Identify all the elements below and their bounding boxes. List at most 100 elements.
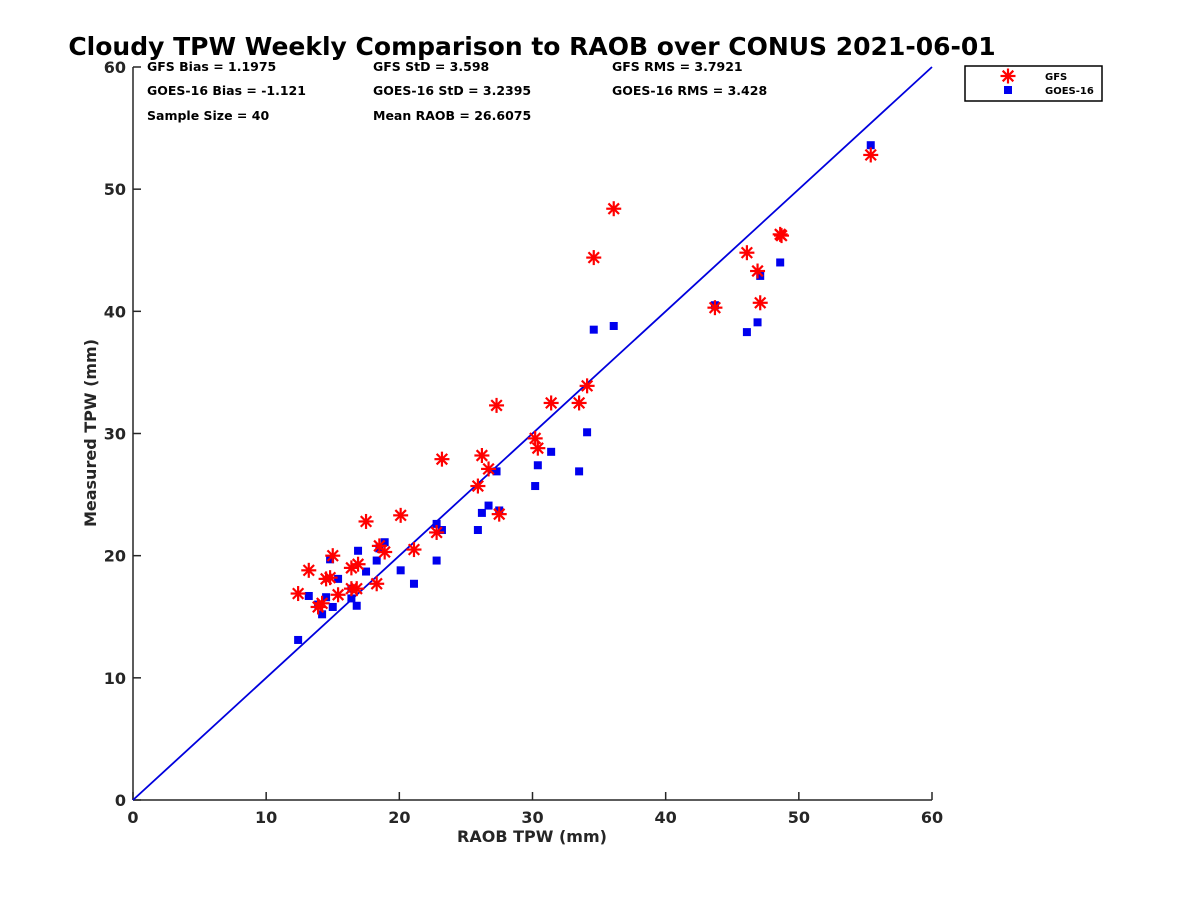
gfs-point: [393, 507, 409, 523]
goes-16-point: [477, 508, 486, 517]
goes-16-point: [866, 141, 875, 150]
goes-16-point: [583, 428, 592, 437]
y-tick-label: 30: [104, 425, 126, 444]
x-tick-label: 60: [921, 808, 943, 827]
gfs-point: [470, 478, 486, 494]
y-tick-label: 40: [104, 302, 126, 321]
gfs-point: [530, 440, 546, 456]
gfs-point: [750, 263, 766, 279]
stat-label: Sample Size = 40: [147, 108, 269, 123]
gfs-point: [489, 397, 505, 413]
gfs-point: [350, 556, 366, 572]
goes-16-point: [756, 271, 765, 280]
stat-label: Mean RAOB = 26.6075: [373, 108, 531, 123]
gfs-point: [491, 506, 507, 522]
gfs-point: [752, 295, 768, 311]
goes-16-point: [473, 526, 482, 535]
gfs-point: [579, 378, 595, 394]
gfs-point: [434, 451, 450, 467]
goes-16-point: [322, 593, 331, 602]
x-tick-label: 20: [388, 808, 410, 827]
stat-label: GFS Bias = 1.1975: [147, 59, 276, 74]
goes-16-point: [589, 325, 598, 334]
goes-16-point: [437, 526, 446, 535]
y-tick-label: 10: [104, 669, 126, 688]
gfs-point: [606, 201, 622, 217]
gfs-point: [325, 548, 341, 564]
legend-label: GOES-16: [1045, 86, 1094, 97]
y-tick-label: 20: [104, 547, 126, 566]
stat-label: GOES-16 RMS = 3.428: [612, 83, 767, 98]
y-axis-title: Measured TPW (mm): [81, 339, 100, 527]
gfs-point: [406, 542, 422, 558]
legend: GFS GOES-16: [964, 65, 1103, 102]
legend-gfs-marker: [1000, 68, 1016, 84]
x-tick-label: 0: [127, 808, 138, 827]
goes-16-point: [484, 501, 493, 510]
goes-16-point: [492, 467, 501, 476]
goes-16-point: [334, 574, 343, 583]
gfs-point: [301, 562, 317, 578]
goes-16-point: [432, 556, 441, 565]
axes: 0 10 20 30 40 50 60 0 10 20 30 40 50 60: [104, 58, 943, 827]
goes-16-point: [352, 601, 361, 610]
x-tick-label: 10: [255, 808, 277, 827]
goes-16-point: [776, 258, 785, 267]
goes-16-point: [609, 321, 618, 330]
goes-16-point: [753, 318, 762, 327]
goes-16-point: [432, 519, 441, 528]
statistics-annotations: GFS Bias = 1.1975 GFS StD = 3.598 GFS RMS …: [147, 59, 767, 123]
goes-16-point: [742, 328, 751, 337]
gfs-point: [586, 250, 602, 266]
gfs-point: [774, 228, 790, 244]
goes-16-point: [372, 556, 381, 565]
gfs-point: [369, 576, 385, 592]
goes-16-point: [533, 461, 542, 470]
stat-label: GFS StD = 3.598: [373, 59, 489, 74]
goes-16-point: [409, 579, 418, 588]
gfs-point: [543, 395, 559, 411]
goes-16-point: [380, 538, 389, 547]
legend-label: GFS: [1045, 72, 1067, 83]
goes-16-point: [304, 591, 313, 600]
goes-16-point: [396, 566, 405, 575]
x-axis-title: RAOB TPW (mm): [457, 827, 607, 846]
data-points-layer: [290, 141, 879, 644]
gfs-point: [330, 587, 346, 603]
gfs-point: [290, 586, 306, 602]
goes-16-point: [294, 635, 303, 644]
gfs-point: [474, 447, 490, 463]
stat-label: GOES-16 StD = 3.2395: [373, 83, 531, 98]
legend-box: [964, 65, 1103, 102]
gfs-point: [571, 395, 587, 411]
chart-title: Cloudy TPW Weekly Comparison to RAOB ove…: [68, 32, 995, 61]
gfs-point: [377, 544, 393, 560]
gfs-point: [322, 570, 338, 586]
legend-goes16-marker: [1004, 86, 1012, 94]
gfs-point: [863, 147, 879, 163]
one-to-one-line: [132, 66, 933, 801]
gfs-point: [349, 581, 365, 597]
gfs-point: [429, 524, 445, 540]
gfs-point: [481, 461, 497, 477]
y-tick-label: 50: [104, 180, 126, 199]
goes-16-point: [362, 567, 371, 576]
gfs-point: [707, 300, 723, 316]
goes-16-point: [531, 482, 540, 491]
stat-label: GOES-16 Bias = -1.121: [147, 83, 306, 98]
goes-16-point: [575, 467, 584, 476]
goes-16-point: [318, 610, 327, 619]
goes-16-point: [347, 594, 356, 603]
gfs-point: [739, 245, 755, 261]
x-tick-label: 50: [788, 808, 810, 827]
goes-16-point: [547, 447, 556, 456]
x-tick-label: 40: [655, 808, 677, 827]
gfs-point: [314, 595, 330, 611]
gfs-point: [527, 430, 543, 446]
x-tick-label: 30: [521, 808, 543, 827]
gfs-point: [358, 513, 374, 529]
goes-16-point: [328, 602, 337, 611]
y-tick-label: 0: [115, 791, 126, 810]
reference-line-layer: [132, 66, 933, 801]
